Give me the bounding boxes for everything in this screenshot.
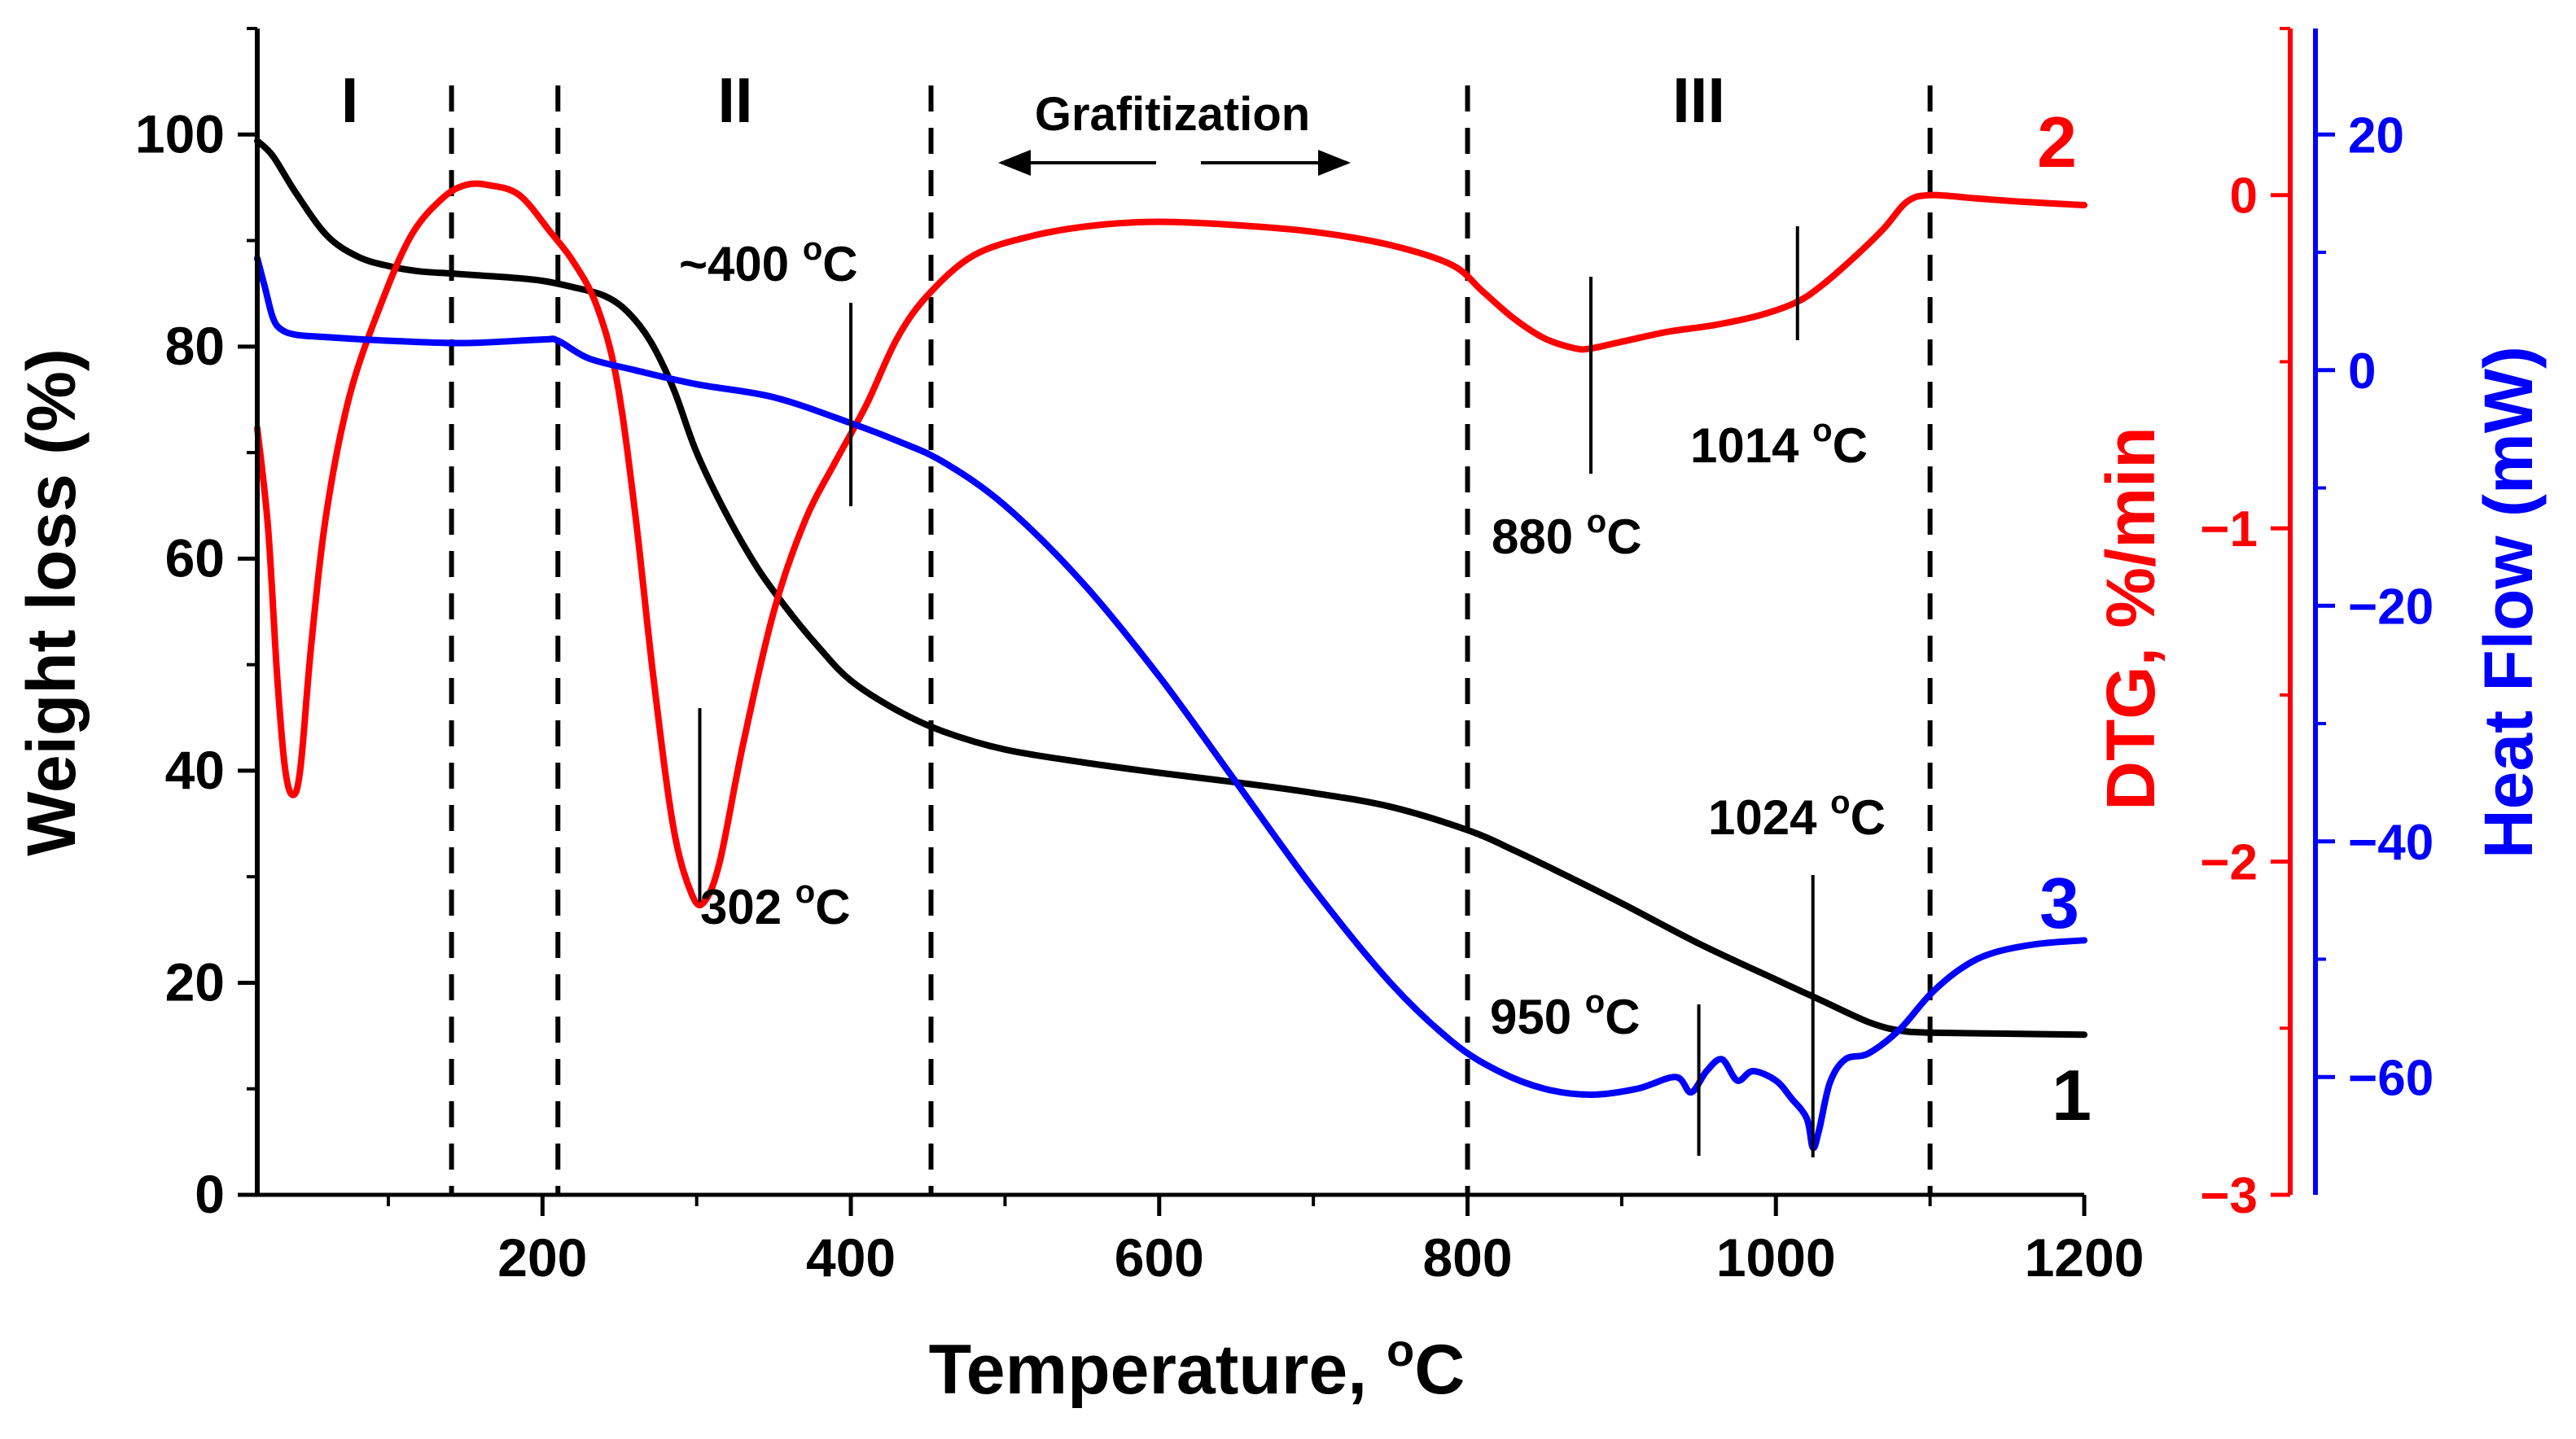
peak-label-400: ~400 oC <box>679 231 858 291</box>
left-tick-label-100: 100 <box>135 103 225 164</box>
series-line-2 <box>254 180 2088 908</box>
peak-label-302: 302 oC <box>700 874 851 934</box>
temperature-axis: 200 400 600 800 1000 1200 <box>386 1195 2144 1288</box>
annotation-lines <box>698 226 1815 1157</box>
region-label-I: I <box>341 64 359 136</box>
series-label-3: 3 <box>2039 863 2079 943</box>
left-axis-title: Weight loss (%) <box>13 348 90 856</box>
dtg-tick-label-3: −3 <box>2200 1168 2258 1224</box>
region-label-III: III <box>1672 64 1725 136</box>
heat-tick-label-3: −40 <box>2348 815 2434 871</box>
peak-label-1014: 1014 oC <box>1690 413 1868 473</box>
x-tick-label-200: 200 <box>497 1227 587 1288</box>
peak-label-880: 880 oC <box>1492 504 1642 564</box>
heat-tick-label-1: 0 <box>2348 343 2376 400</box>
region-labels: I II III <box>341 64 1725 136</box>
left-tick-label-60: 60 <box>165 527 225 588</box>
x-axis-title: Temperature, oC <box>929 1324 1465 1409</box>
heat-tick-label-0: 20 <box>2348 107 2404 164</box>
region-boundaries <box>449 85 1933 1195</box>
dtg-tick-label-0: 0 <box>2230 168 2258 225</box>
series-label-2: 2 <box>2037 102 2077 182</box>
peak-label-1024: 1024 oC <box>1708 785 1886 845</box>
region-label-II: II <box>717 64 752 136</box>
x-tick-label-1200: 1200 <box>2025 1227 2144 1288</box>
series-line-3 <box>254 255 2088 1152</box>
grafitization-annotation: Grafitization <box>998 88 1351 176</box>
dtg-tick-label-2: −2 <box>2200 835 2258 891</box>
heat-tick-label-4: −60 <box>2348 1050 2434 1106</box>
heat-tick-label-2: −20 <box>2348 579 2434 635</box>
series-line-1 <box>254 138 2088 1039</box>
dtg-axis: 0 −1 −2 −3 <box>2200 27 2293 1224</box>
x-tick-label-800: 800 <box>1422 1227 1512 1288</box>
dtg-tick-label-1: −1 <box>2200 501 2258 558</box>
left-tick-label-20: 20 <box>165 951 225 1012</box>
heat-flow-axis-title: Heat Flow (mW) <box>2470 346 2547 859</box>
series-label-1: 1 <box>2052 1055 2092 1135</box>
left-tick-label-40: 40 <box>165 740 225 800</box>
dtg-axis-title: DTG, %/min <box>2092 426 2169 810</box>
left-tick-label-0: 0 <box>195 1164 225 1224</box>
grafitization-label: Grafitization <box>1035 88 1310 141</box>
left-axis: 0 20 40 60 80 100 <box>135 27 260 1224</box>
x-tick-label-400: 400 <box>806 1227 896 1288</box>
peak-label-950: 950 oC <box>1490 984 1641 1044</box>
x-tick-label-600: 600 <box>1115 1227 1204 1288</box>
series-layer <box>254 138 2088 1152</box>
left-tick-label-80: 80 <box>165 316 225 376</box>
heat-flow-axis: 20 0 −20 −40 −60 <box>2313 28 2434 1195</box>
x-tick-label-1000: 1000 <box>1716 1227 1836 1288</box>
